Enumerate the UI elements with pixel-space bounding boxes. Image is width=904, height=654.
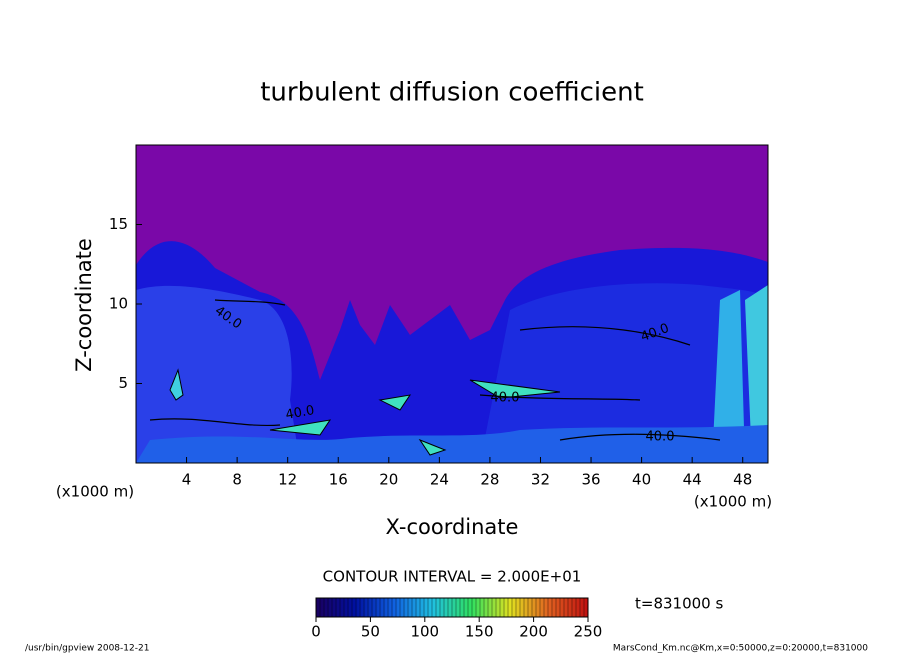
y-tick-label: 10 [109, 295, 128, 313]
x-unit: (x1000 m) [56, 483, 134, 501]
colorbar-tick-label: 250 [574, 623, 603, 641]
x-tick-label: 12 [278, 471, 297, 489]
x-tick-label: 28 [480, 471, 499, 489]
field-region [480, 283, 768, 463]
x-tick-label: 48 [733, 471, 752, 489]
colorbar-tick-label: 50 [361, 623, 380, 641]
contour-label: 40.0 [646, 430, 675, 445]
x-axis-title: X-coordinate [386, 515, 519, 539]
contour-interval: CONTOUR INTERVAL = 2.000E+01 [323, 568, 582, 586]
chart-title: turbulent diffusion coefficient [260, 78, 644, 108]
x-unit: (x1000 m) [694, 493, 772, 511]
y-axis-title: Z-coordinate [72, 238, 96, 372]
x-tick-label: 32 [531, 471, 550, 489]
x-tick-label: 4 [182, 471, 192, 489]
colorbar-tick-label: 150 [465, 623, 494, 641]
x-tick-label: 16 [329, 471, 348, 489]
contour-line [149, 299, 721, 441]
contour-label: 40.0 [284, 403, 315, 423]
x-tick-label: 20 [379, 471, 398, 489]
time-label: t=831000 s [635, 595, 723, 613]
y-tick-label: 15 [109, 215, 128, 233]
field-streak [712, 290, 745, 463]
field [136, 145, 768, 463]
colorbar-tick-label: 0 [311, 623, 321, 641]
field-streak [745, 285, 768, 463]
y-tick-label: 5 [118, 374, 128, 392]
x-tick-label: 40 [632, 471, 651, 489]
field-streak [269, 379, 561, 456]
x-tick-label: 44 [683, 471, 702, 489]
x-tick-label: 8 [232, 471, 242, 489]
colorbar-tick-label: 100 [410, 623, 439, 641]
field-streak [169, 368, 184, 401]
x-tick-label: 24 [430, 471, 449, 489]
footer: /usr/bin/gpview 2008-12-21 [25, 644, 149, 654]
contour-label: 40.0 [491, 391, 520, 406]
footer: MarsCond_Km.nc@Km,x=0:50000,z=0:20000,t=… [613, 644, 868, 654]
colorbar-tick-label: 200 [519, 623, 548, 641]
x-tick-label: 36 [581, 471, 600, 489]
